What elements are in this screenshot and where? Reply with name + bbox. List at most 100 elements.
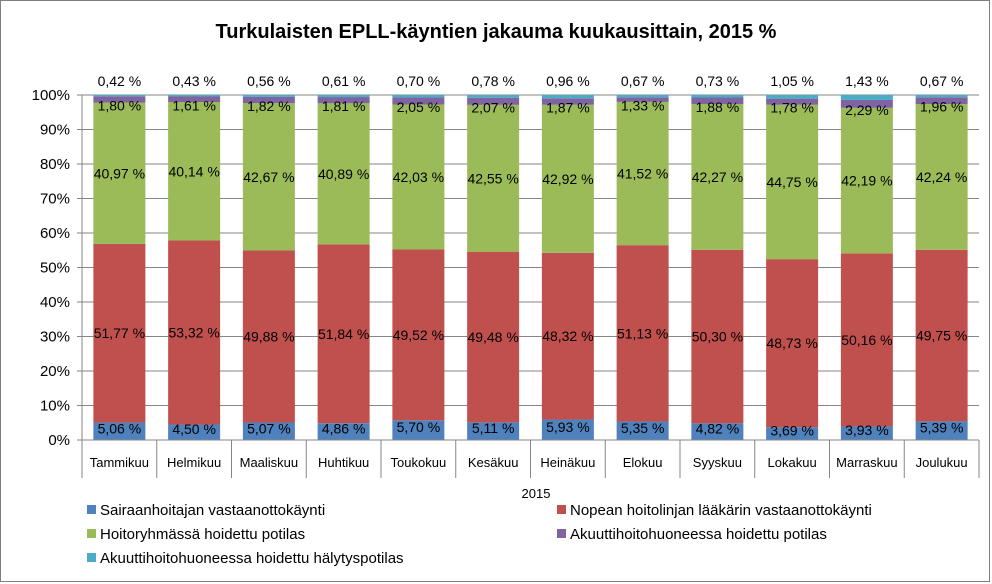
bar-segment (915, 421, 968, 440)
bar-segment (392, 104, 445, 250)
bar-segment (541, 419, 594, 440)
legend-swatch (557, 505, 566, 514)
data-label: 5,11 % (472, 420, 515, 436)
bar-segment (242, 95, 295, 97)
y-tick-label: 0% (48, 432, 70, 449)
x-tick-label: Toukokuu (391, 455, 447, 470)
bar-segment (840, 99, 893, 108)
legend-entry: Sairaanhoitajan vastaanottokäynti (100, 502, 325, 519)
data-label: 0,70 % (397, 73, 441, 89)
bar-segment (616, 101, 669, 246)
bar-segment (168, 95, 221, 97)
data-label: 0,56 % (247, 73, 291, 89)
data-label: 5,39 % (920, 420, 964, 436)
data-label: 0,43 % (172, 73, 216, 89)
bar-segment (766, 95, 819, 99)
data-label: 51,13 % (617, 325, 668, 341)
bar-segment (467, 95, 520, 98)
data-label: 2,29 % (845, 102, 889, 118)
x-axis-title: 2015 (522, 486, 551, 501)
data-label: 42,27 % (692, 169, 743, 185)
data-label: 5,93 % (546, 419, 590, 435)
x-axis-categories: Tammikuu Helmikuu Maaliskuu Huhtikuu Toukoku… (90, 455, 968, 470)
bar-segment (915, 94, 968, 98)
bar-segment (691, 95, 744, 98)
data-label: 42,19 % (841, 173, 892, 189)
bar-segment (168, 96, 221, 103)
bar-segment (691, 104, 744, 250)
data-label: 42,55 % (467, 170, 518, 186)
bar-segment (317, 103, 370, 245)
bar-segment (541, 95, 594, 99)
data-label: 49,48 % (467, 329, 518, 345)
y-tick-label: 90% (40, 122, 70, 139)
data-label: 3,93 % (845, 422, 889, 438)
bar-segment (93, 422, 146, 440)
data-labels: 5,06 % 51,77 % 40,97 % 1,80 % 0,42 % 4,50 % 53… (94, 73, 968, 439)
bar-segment (168, 240, 221, 425)
data-label: 40,97 % (94, 165, 145, 181)
bar-segment (766, 98, 819, 105)
x-tick-label: Joulukuu (916, 455, 968, 470)
legend-swatch (557, 529, 566, 538)
bar-segment (93, 243, 146, 423)
data-label: 49,52 % (393, 327, 444, 343)
bar-segment (691, 249, 744, 424)
bar-segment (242, 103, 295, 251)
data-label: 44,75 % (766, 174, 817, 190)
y-tick-label: 100% (32, 87, 70, 104)
bar-segment (242, 250, 295, 423)
legend-entry: Akuuttihoitohuoneessa hoidettu hälytyspo… (100, 550, 404, 567)
bar-segment (616, 245, 669, 422)
bar-segment (766, 259, 819, 428)
bar-segment (392, 249, 445, 421)
y-axis-ticks: 0% 10% 20% 30% 40% 50% 60% 70% 80% 90% 100% (32, 87, 82, 449)
bar-segment (93, 96, 146, 103)
data-label: 49,88 % (243, 328, 294, 344)
bar-segment (840, 253, 893, 427)
data-label: 48,32 % (542, 328, 593, 344)
y-tick-label: 60% (40, 225, 70, 242)
data-label: 42,24 % (916, 169, 967, 185)
bar-segment (467, 251, 520, 423)
bar-segment (840, 426, 893, 440)
y-tick-label: 30% (40, 329, 70, 346)
x-tick-label: Marraskuu (836, 455, 897, 470)
bar-segment (317, 94, 370, 98)
bars (93, 94, 968, 440)
bar-segment (840, 95, 893, 100)
data-label: 41,52 % (617, 166, 668, 182)
gridlines (82, 94, 979, 441)
bar-segment (242, 422, 295, 440)
data-label: 0,67 % (920, 73, 964, 89)
data-label: 4,82 % (696, 421, 740, 437)
bar-segment (541, 98, 594, 105)
data-label: 2,07 % (471, 99, 515, 115)
data-label: 0,61 % (322, 73, 366, 89)
legend: Sairaanhoitajan vastaanottokäynti Nopean … (87, 502, 872, 567)
data-label: 1,33 % (621, 98, 665, 114)
x-tick-label: Huhtikuu (318, 455, 369, 470)
data-label: 3,69 % (770, 423, 814, 439)
data-label: 42,92 % (542, 171, 593, 187)
bar-segment (168, 102, 221, 241)
data-label: 1,96 % (920, 99, 964, 115)
x-tick-label: Lokakuu (768, 455, 817, 470)
data-label: 48,73 % (766, 335, 817, 351)
x-tick-label: Maaliskuu (240, 455, 299, 470)
bar-segment (616, 421, 669, 440)
data-label: 2,05 % (397, 99, 441, 115)
x-tick-label: Kesäkuu (468, 455, 519, 470)
data-label: 42,67 % (243, 169, 294, 185)
bar-segment (616, 97, 669, 102)
legend-swatch (87, 505, 96, 514)
data-label: 1,80 % (98, 97, 142, 113)
data-label: 49,75 % (916, 328, 967, 344)
data-label: 1,05 % (770, 73, 814, 89)
data-label: 1,82 % (247, 98, 291, 114)
bar-segment (242, 96, 295, 104)
y-tick-label: 20% (40, 363, 70, 380)
bar-segment (93, 102, 146, 244)
bar-segment (467, 97, 520, 105)
y-tick-label: 40% (40, 294, 70, 311)
